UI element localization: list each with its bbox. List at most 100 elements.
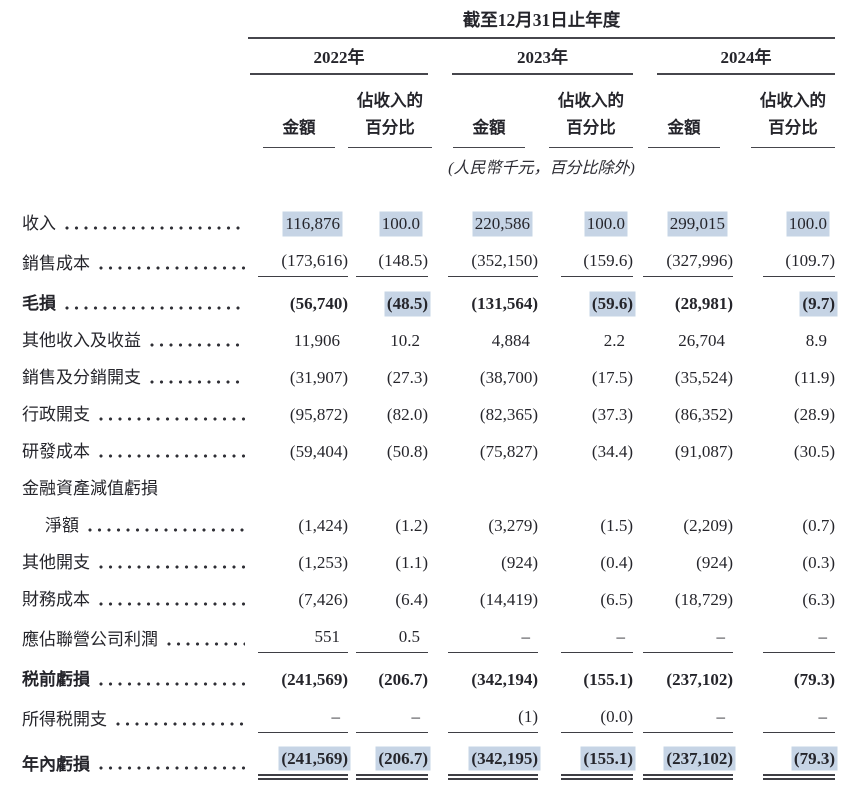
row-label-text: 所得税開支 [22,710,107,730]
highlighted-value: 116,876 [285,214,340,234]
cell-value: (14,419) [428,582,538,619]
cell-value [538,471,633,508]
row-label: 其他開支 [22,545,248,582]
cell-value: (34.4) [538,434,633,471]
currency-unit-note: (人民幣千元，百分比除外) [448,160,635,178]
row-label: 研發成本 [22,434,248,471]
value-text: 10.2 [390,331,420,351]
cell-value: 10.2 [348,323,428,360]
cell-value: (173,616) [248,243,348,286]
dot-leader [99,453,245,458]
value-text: (82,365) [479,405,538,425]
value-text: (924) [696,553,733,573]
table-row: 銷售及分銷開支 (31,907) (27.3) (38,700) (17.5) (35,5… [22,360,835,397]
header-spacer [22,75,248,148]
cell-value: 11,906 [248,323,348,360]
row-label: 應佔聯營公司利潤 [22,619,248,662]
highlighted-value: (206.7) [378,748,428,769]
cell-value: (82.0) [348,397,428,434]
table-row: 研發成本 (59,404) (50.8) (75,827) (34.4) (91,087)… [22,434,835,471]
cell-value: 0.5 [348,619,428,662]
highlighted-value: (48.5) [386,294,428,314]
cell-value: 551 [248,619,348,662]
cell-value: (59.6) [538,286,633,323]
year-group-2022: 2022年 [248,38,428,75]
value-text: (1.5) [600,516,633,536]
cell-value: – [538,619,633,662]
year-label-2024: 2024年 [657,48,835,75]
value-text: 11,906 [293,331,340,351]
period-title: 截至12月31日止年度 [248,6,835,40]
row-label-text: 其他收入及收益 [22,331,141,351]
value-text: (37.3) [591,405,633,425]
value-text: (1.2) [395,516,428,536]
dot-leader [99,265,245,270]
value-text: 2.2 [603,331,625,351]
cell-value: (38,700) [428,360,538,397]
value-text: (0.3) [802,553,835,573]
value-text: (131,564) [471,294,538,314]
col-header-pct-2023: 佔收入的 百分比 [538,75,633,149]
table-row: 應佔聯營公司利潤 551 0.5 – – – – [22,619,835,662]
cell-value: 2.2 [538,323,633,360]
cell-value: 220,586 [428,206,538,243]
col-header-amount-2023: 金額 [428,75,538,149]
row-label: 所得税開支 [22,699,248,742]
row-label-text: 財務成本 [22,590,90,610]
cell-value: (6.5) [538,582,633,619]
pct-label-line1: 佔收入的 [760,90,826,110]
value-text: (30.5) [793,442,835,462]
pct-label-line1: 佔收入的 [357,90,423,110]
cell-value: (109.7) [733,243,835,286]
value-text: (6.5) [600,590,633,610]
value-text: (1) [518,706,538,726]
cell-value: (11.9) [733,360,835,397]
highlighted-value: 220,586 [474,214,530,234]
header-spacer [22,148,248,205]
highlighted-value: (241,569) [281,748,348,769]
table-row: 收入 116,876 100.0 220,586 100.0 299,015 100.0 [22,206,835,243]
dot-leader [150,342,245,347]
value-text: (28.9) [793,405,835,425]
col-header-amount-2024: 金額 [633,75,733,149]
year-label-2023: 2023年 [452,48,633,75]
value-text: (0.7) [802,516,835,536]
cell-value: (79.3) [733,742,835,788]
value-text: – [716,706,726,726]
cell-value: 4,884 [428,323,538,360]
value-text: (159.6) [583,250,633,270]
header-note-row: (人民幣千元，百分比除外) [22,148,835,205]
amount-label: 金額 [472,117,506,137]
value-text: (2,209) [683,516,733,536]
cell-value: (1.5) [538,508,633,545]
cell-value: (82,365) [428,397,538,434]
cell-value: (6.4) [348,582,428,619]
highlighted-value: 100.0 [586,214,625,234]
cell-value: (0.4) [538,545,633,582]
dot-leader [65,225,245,230]
row-label: 財務成本 [22,582,248,619]
col-header-pct-2022: 佔收入的 百分比 [348,75,432,149]
value-text: (50.8) [386,442,428,462]
value-text: (1.1) [395,553,428,573]
cell-value: (148.5) [348,243,428,286]
cell-value: (59,404) [248,434,348,471]
table-row: 毛損 (56,740) (48.5) (131,564) (59.6) (28,981) (… [22,286,835,323]
cell-value: (327,996) [633,243,733,286]
row-label-text: 税前虧損 [22,670,90,690]
cell-value: (95,872) [248,397,348,434]
value-text: – [521,626,531,646]
value-text: (924) [501,553,538,573]
value-text: (75,827) [479,442,538,462]
cell-value: (131,564) [428,286,538,323]
value-text: (327,996) [666,250,733,270]
table-row: 所得税開支 – – (1) (0.0) – – [22,699,835,742]
highlighted-value: 299,015 [669,214,725,234]
highlighted-value: (342,195) [471,748,538,769]
cell-value: 100.0 [733,206,835,243]
value-text: (86,352) [674,405,733,425]
amount-label: 金額 [667,117,701,137]
cell-value: (9.7) [733,286,835,323]
header-years-row: 2022年 2023年 2024年 [22,38,835,75]
